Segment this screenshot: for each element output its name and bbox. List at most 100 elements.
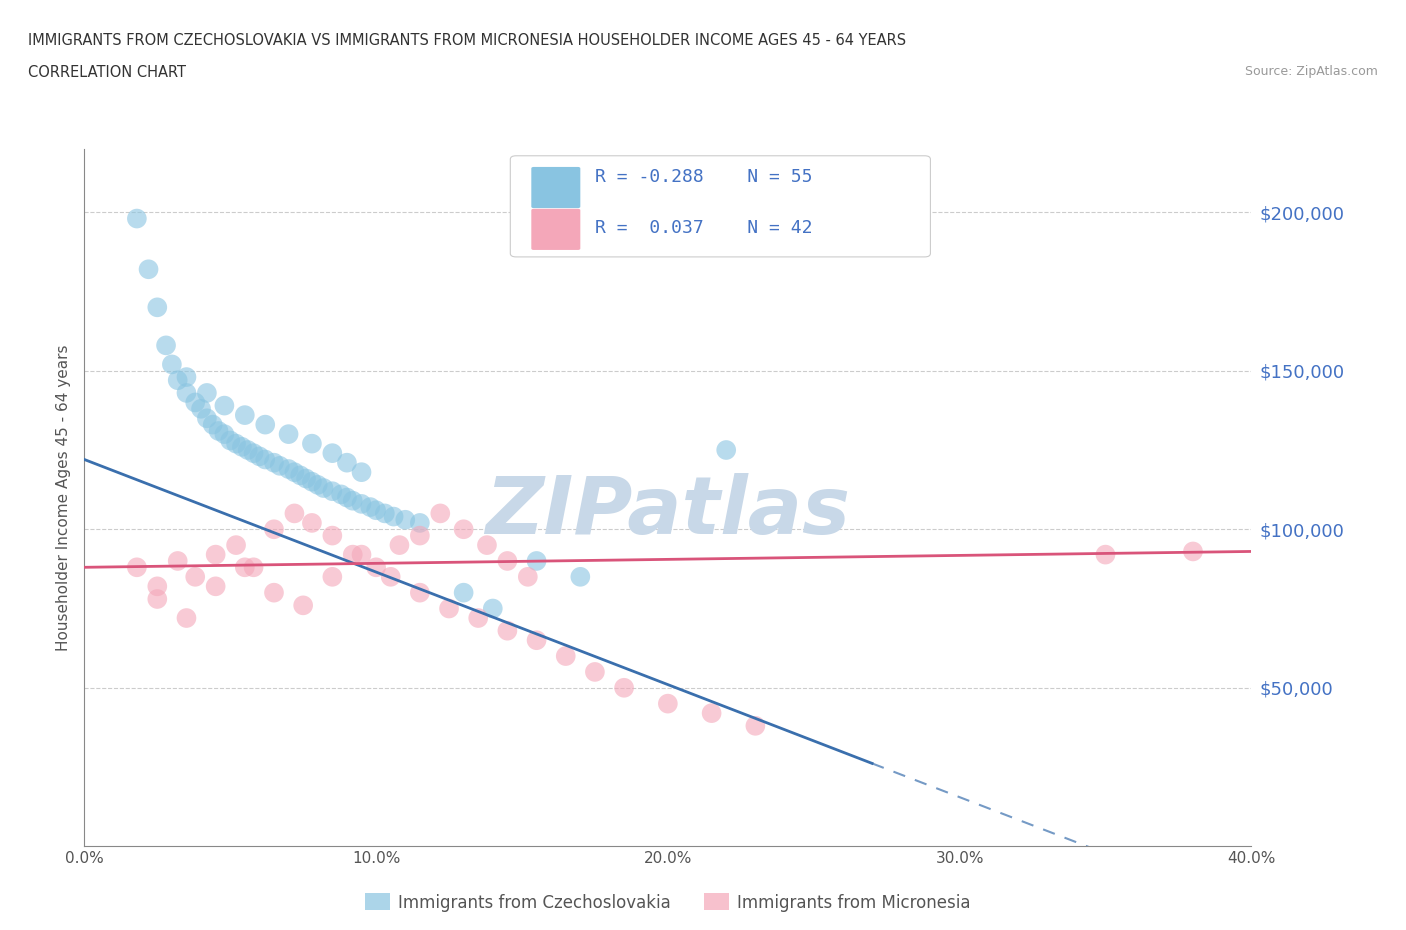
- Text: CORRELATION CHART: CORRELATION CHART: [28, 65, 186, 80]
- Point: [330, 487, 353, 502]
- Point: [516, 569, 538, 584]
- Point: [342, 493, 364, 508]
- Legend: Immigrants from Czechoslovakia, Immigrants from Micronesia: Immigrants from Czechoslovakia, Immigran…: [359, 886, 977, 918]
- Point: [263, 522, 285, 537]
- Point: [176, 369, 198, 384]
- Point: [350, 547, 373, 562]
- Point: [295, 472, 318, 486]
- Point: [214, 398, 236, 413]
- Point: [388, 538, 411, 552]
- Text: ZIPatlas: ZIPatlas: [485, 472, 851, 551]
- Point: [184, 569, 207, 584]
- Point: [301, 515, 323, 530]
- Point: [184, 395, 207, 410]
- Text: R = -0.288    N = 55: R = -0.288 N = 55: [596, 167, 813, 186]
- Point: [233, 560, 256, 575]
- Point: [125, 211, 148, 226]
- Point: [744, 718, 766, 733]
- Point: [342, 547, 364, 562]
- Point: [453, 522, 475, 537]
- Point: [242, 560, 264, 575]
- Point: [225, 538, 247, 552]
- Point: [290, 468, 312, 483]
- Point: [453, 585, 475, 600]
- Point: [242, 445, 264, 460]
- Point: [475, 538, 498, 552]
- Point: [195, 386, 218, 401]
- Point: [554, 648, 576, 663]
- Point: [336, 490, 359, 505]
- Point: [146, 578, 169, 593]
- Point: [254, 418, 277, 432]
- Point: [283, 506, 305, 521]
- Point: [155, 338, 177, 352]
- Point: [277, 461, 299, 476]
- Point: [307, 477, 329, 492]
- Point: [204, 547, 226, 562]
- Point: [292, 598, 315, 613]
- Point: [321, 528, 343, 543]
- Point: [231, 439, 253, 454]
- Point: [409, 515, 432, 530]
- Point: [496, 553, 519, 568]
- Point: [382, 509, 405, 524]
- Point: [219, 433, 242, 448]
- Point: [437, 601, 460, 616]
- Point: [467, 611, 489, 626]
- Point: [569, 569, 592, 584]
- Point: [160, 357, 183, 372]
- Point: [1094, 547, 1116, 562]
- Point: [359, 499, 381, 514]
- Point: [496, 623, 519, 638]
- Point: [394, 512, 416, 527]
- Point: [301, 436, 323, 451]
- Point: [366, 503, 388, 518]
- Point: [350, 497, 373, 512]
- FancyBboxPatch shape: [510, 156, 931, 257]
- Y-axis label: Householder Income Ages 45 - 64 years: Householder Income Ages 45 - 64 years: [56, 344, 72, 651]
- Point: [321, 484, 343, 498]
- Point: [214, 427, 236, 442]
- Point: [195, 411, 218, 426]
- Point: [277, 427, 299, 442]
- Point: [201, 418, 224, 432]
- Point: [481, 601, 505, 616]
- Point: [312, 481, 335, 496]
- Text: IMMIGRANTS FROM CZECHOSLOVAKIA VS IMMIGRANTS FROM MICRONESIA HOUSEHOLDER INCOME : IMMIGRANTS FROM CZECHOSLOVAKIA VS IMMIGR…: [28, 33, 907, 47]
- Point: [204, 578, 226, 593]
- Point: [146, 299, 169, 314]
- Point: [207, 423, 229, 438]
- Point: [236, 443, 259, 458]
- Point: [247, 449, 270, 464]
- Point: [190, 402, 212, 417]
- Point: [657, 697, 679, 711]
- Point: [409, 585, 432, 600]
- Point: [409, 528, 432, 543]
- Point: [263, 585, 285, 600]
- Point: [1181, 544, 1204, 559]
- Point: [700, 706, 723, 721]
- Point: [336, 456, 359, 471]
- Point: [125, 560, 148, 575]
- Point: [429, 506, 451, 521]
- Text: R =  0.037    N = 42: R = 0.037 N = 42: [596, 219, 813, 236]
- Point: [301, 474, 323, 489]
- Point: [321, 445, 343, 460]
- Text: Source: ZipAtlas.com: Source: ZipAtlas.com: [1244, 65, 1378, 78]
- Point: [526, 632, 548, 647]
- Point: [283, 465, 305, 480]
- Point: [526, 553, 548, 568]
- Point: [166, 373, 188, 388]
- Point: [146, 591, 169, 606]
- Point: [350, 465, 373, 480]
- Point: [263, 456, 285, 471]
- Point: [269, 458, 291, 473]
- Point: [374, 506, 396, 521]
- Point: [366, 560, 388, 575]
- Point: [583, 665, 606, 680]
- Point: [714, 443, 737, 458]
- Point: [176, 386, 198, 401]
- Point: [613, 681, 636, 696]
- Point: [225, 436, 247, 451]
- Point: [176, 611, 198, 626]
